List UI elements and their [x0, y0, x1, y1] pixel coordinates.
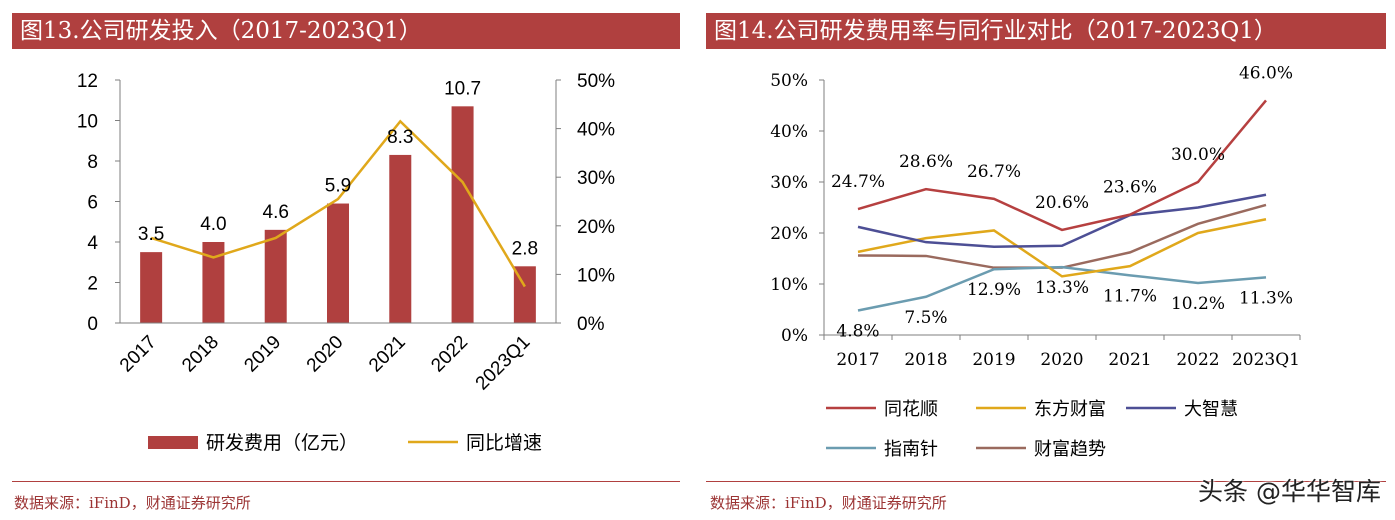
- x-tick-label: 2019: [972, 350, 1015, 370]
- y-tick-label: 20%: [770, 224, 808, 244]
- zhinanzhen-value-label: 10.2%: [1171, 294, 1225, 314]
- bar-value-label: 5.9: [325, 176, 351, 197]
- x-tick-label: 2017: [836, 350, 879, 370]
- x-tick-label: 2022: [427, 332, 472, 377]
- y-tick-label: 30%: [770, 173, 808, 193]
- legend-label: 财富趋势: [1034, 439, 1106, 460]
- bar-value-label: 2.8: [512, 238, 538, 259]
- y-tick-label: 0%: [781, 326, 808, 346]
- legend-label: 东方财富: [1034, 399, 1106, 420]
- growth-rate-line: [150, 119, 526, 288]
- legend-label: 同花顺: [884, 399, 938, 420]
- right-y-tick-label: 40%: [577, 120, 615, 141]
- tonghuashun-value-label: 23.6%: [1103, 178, 1157, 198]
- left-y-tick-label: 10: [77, 112, 98, 133]
- legend-label: 指南针: [884, 439, 938, 460]
- left-panel: 图13.公司研发投入（2017-2023Q1） 0 2 4 6 8 10 12 0% 10% 20…: [0, 0, 690, 520]
- series-line-3: [857, 193, 1267, 249]
- right-y-tick-label: 0%: [577, 314, 605, 335]
- series-line-4: [857, 265, 1267, 312]
- x-tick-label: 2021: [365, 332, 410, 377]
- y-tick-label: 50%: [770, 71, 808, 91]
- right-y-tick-label: 30%: [577, 168, 615, 189]
- tonghuashun-value-label: 46.0%: [1239, 63, 1293, 83]
- legend-line-label: 同比增速: [466, 432, 542, 454]
- left-y-tick-label: 12: [77, 71, 98, 92]
- left-divider: [12, 481, 680, 482]
- zhinanzhen-value-label: 4.8%: [836, 322, 879, 342]
- tonghuashun-value-label: 30.0%: [1171, 145, 1225, 165]
- left-y-tick-label: 6: [87, 193, 98, 214]
- rd-ratio-comparison-chart: 0% 10% 20% 30% 40% 50% 2017 2018 2019 2020 2021 202…: [770, 63, 1301, 460]
- bar-value-label: 8.3: [387, 127, 413, 148]
- bar-rd-expense: [513, 266, 536, 323]
- left-y-tick-label: 4: [87, 233, 98, 254]
- watermark: 头条 @华华智库: [1198, 477, 1381, 506]
- zhinanzhen-value-label: 13.3%: [1035, 278, 1089, 298]
- x-tick-label: 2021: [1108, 350, 1151, 370]
- y-tick-label: 10%: [770, 275, 808, 295]
- x-tick-label: 2020: [303, 332, 348, 377]
- legend-bar-swatch: [148, 436, 198, 449]
- right-panel: 图14.公司研发费用率与同行业对比（2017-2023Q1） 0% 10% 20% 3…: [700, 0, 1395, 520]
- rd-investment-chart: 0 2 4 6 8 10 12 0% 10% 20% 30% 40% 50% 3.5 4.0 4.6 5.9 8.…: [77, 71, 615, 454]
- legend-bar-label: 研发费用（亿元）: [206, 432, 358, 454]
- right-source-note: 数据来源：iFinD，财通证券研究所: [710, 494, 947, 512]
- right-chart-title: 图14.公司研发费用率与同行业对比（2017-2023Q1）: [706, 13, 1386, 49]
- legend-label: 大智慧: [1184, 399, 1238, 420]
- tonghuashun-value-label: 26.7%: [967, 162, 1021, 182]
- x-tick-label: 2017: [116, 332, 161, 377]
- left-y-tick-label: 2: [87, 274, 98, 295]
- bar-rd-expense: [451, 106, 474, 323]
- x-tick-label: 2018: [178, 332, 223, 377]
- x-tick-label: 2023Q1: [472, 332, 535, 395]
- bar-rd-expense: [264, 229, 287, 323]
- tonghuashun-value-label: 28.6%: [899, 152, 953, 172]
- left-y-tick-label: 8: [87, 152, 98, 173]
- bar-value-label: 10.7: [444, 78, 481, 99]
- bar-value-label: 3.5: [138, 224, 164, 245]
- x-tick-label: 2019: [241, 332, 286, 377]
- left-y-tick-label: 0: [87, 314, 98, 335]
- y-tick-label: 40%: [770, 122, 808, 142]
- right-divider: [706, 481, 1386, 482]
- bar-value-label: 4.6: [263, 202, 289, 223]
- bar-value-label: 4.0: [200, 214, 226, 235]
- zhinanzhen-value-label: 12.9%: [967, 280, 1021, 300]
- series-line-5: [857, 203, 1267, 269]
- right-y-tick-label: 10%: [577, 265, 615, 286]
- x-tick-label: 2018: [904, 350, 947, 370]
- bar-rd-expense: [327, 203, 349, 323]
- x-tick-label: 2022: [1176, 350, 1219, 370]
- zhinanzhen-value-label: 7.5%: [904, 308, 947, 328]
- left-chart-title: 图13.公司研发投入（2017-2023Q1）: [12, 13, 680, 49]
- series-line-1: [857, 99, 1267, 232]
- tonghuashun-value-label: 20.6%: [1035, 193, 1089, 213]
- x-tick-label: 2023Q1: [1232, 350, 1300, 370]
- x-tick-label: 2020: [1040, 350, 1083, 370]
- bar-rd-expense: [389, 154, 412, 323]
- bar-rd-expense: [202, 242, 225, 323]
- right-y-tick-label: 20%: [577, 217, 615, 238]
- bar-rd-expense: [140, 252, 163, 323]
- right-y-tick-label: 50%: [577, 71, 615, 92]
- zhinanzhen-value-label: 11.3%: [1239, 288, 1293, 308]
- zhinanzhen-value-label: 11.7%: [1103, 286, 1157, 306]
- tonghuashun-value-label: 24.7%: [831, 172, 885, 192]
- series-line-2: [857, 218, 1267, 278]
- left-source-note: 数据来源：iFinD，财通证券研究所: [14, 494, 251, 512]
